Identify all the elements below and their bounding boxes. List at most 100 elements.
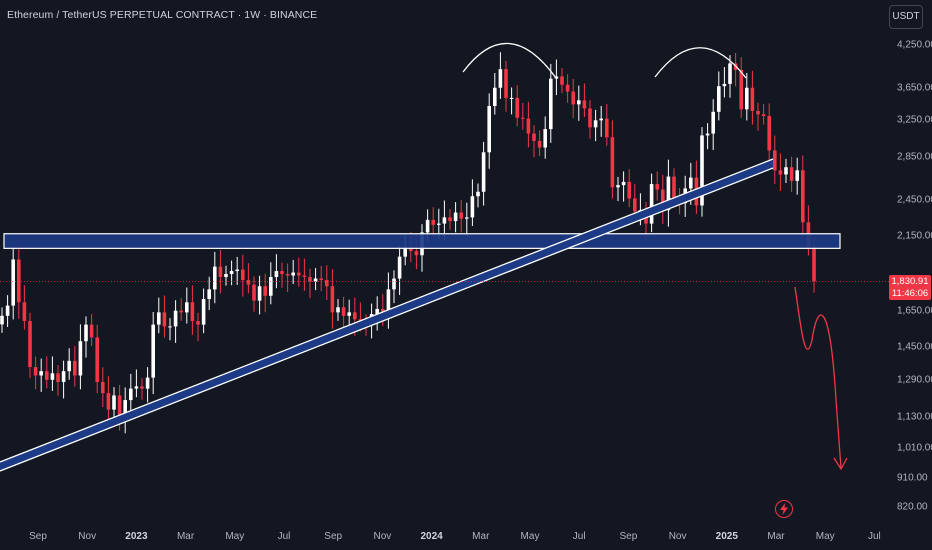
candle (173, 300, 178, 343)
candle (722, 67, 727, 98)
currency-button[interactable]: USDT (889, 5, 923, 29)
candle (565, 74, 570, 103)
candle-body (302, 275, 307, 278)
candle-body (353, 312, 357, 320)
candle (297, 257, 301, 287)
candle (235, 256, 239, 285)
candle-body (504, 69, 508, 98)
candle-body (269, 277, 273, 296)
price-tick-label: 2,850.00 (897, 151, 932, 163)
candle-body (336, 307, 340, 313)
candle (532, 125, 536, 158)
candle (45, 356, 49, 389)
candle-body (89, 324, 94, 338)
candle (224, 265, 228, 286)
candle (784, 158, 788, 184)
candle (11, 246, 15, 320)
candle-body (795, 170, 799, 181)
candle-body (375, 308, 379, 315)
candle-body (476, 191, 480, 197)
time-tick-label: Jul (572, 531, 586, 542)
candle (610, 120, 615, 199)
candle (705, 123, 710, 150)
candle (588, 100, 592, 139)
candle-body (655, 184, 659, 190)
candle-body (689, 177, 693, 189)
candle-body (778, 170, 783, 175)
price-tick-label: 1,290.00 (897, 374, 932, 386)
candle (700, 127, 704, 217)
candle-body (521, 117, 525, 119)
candle-body (168, 326, 172, 328)
candle-body (549, 78, 553, 130)
candle-body (112, 395, 116, 410)
candle-body (330, 286, 335, 313)
projection-arrow (833, 457, 848, 471)
time-tick-label: May (815, 531, 835, 542)
candle-body (756, 110, 760, 115)
price-tick-label: 1,010.00 (897, 442, 932, 454)
candle (39, 358, 43, 392)
candle (190, 285, 195, 335)
candle-body (218, 266, 223, 278)
candle-body (537, 140, 542, 148)
candle (101, 367, 105, 407)
candle-body (297, 272, 301, 276)
candle-body (397, 256, 402, 279)
candle-body (616, 185, 620, 188)
candle-body (442, 217, 447, 224)
candle-body (711, 111, 715, 134)
price-tick-label: 820.00 (897, 501, 928, 513)
candle-body (280, 271, 284, 275)
candle-body (739, 69, 743, 110)
candle-body (229, 271, 234, 275)
candle (392, 270, 396, 304)
time-tick-label: Jul (867, 531, 881, 542)
candle (106, 376, 111, 427)
candle (140, 378, 144, 400)
candle-body (67, 360, 71, 372)
candle (213, 251, 217, 304)
candle (605, 103, 609, 146)
candle-body (470, 196, 475, 218)
candle (750, 70, 755, 125)
candle-body (257, 286, 262, 301)
candle-body (761, 114, 766, 117)
candle-body (207, 289, 211, 299)
candle (733, 52, 738, 87)
candle-body (493, 87, 497, 107)
candle-body (291, 272, 295, 276)
candle (56, 365, 60, 396)
candle-body (145, 377, 150, 389)
chart-title: Ethereum / TetherUS PERPETUAL CONTRACT ·… (7, 9, 318, 21)
time-tick-label: Mar (767, 531, 785, 542)
candle-body (196, 321, 200, 325)
candle-body (157, 312, 161, 325)
candle (543, 116, 547, 159)
price-tick-label: 1,450.00 (897, 341, 932, 353)
candle-body (448, 217, 452, 222)
candle (661, 174, 665, 224)
candle (386, 272, 391, 329)
candle-body (605, 118, 609, 138)
candle-body (425, 219, 430, 233)
candle-body (123, 400, 127, 420)
candle-body (487, 106, 491, 153)
candle-body (515, 97, 519, 118)
time-tick-label: Jul (277, 531, 291, 542)
time-tick-label: Sep (324, 531, 343, 542)
time-tick-label: May (225, 531, 245, 542)
candle (431, 207, 435, 236)
candle (61, 360, 66, 399)
candle (778, 153, 783, 191)
candle (134, 369, 139, 398)
lightning-bolt-icon[interactable] (775, 500, 793, 518)
candle (789, 156, 794, 192)
candle (521, 102, 525, 130)
candle-body (285, 274, 290, 276)
candle (756, 102, 760, 131)
candle-body (498, 69, 503, 88)
candle (162, 295, 167, 338)
candle (246, 263, 251, 294)
